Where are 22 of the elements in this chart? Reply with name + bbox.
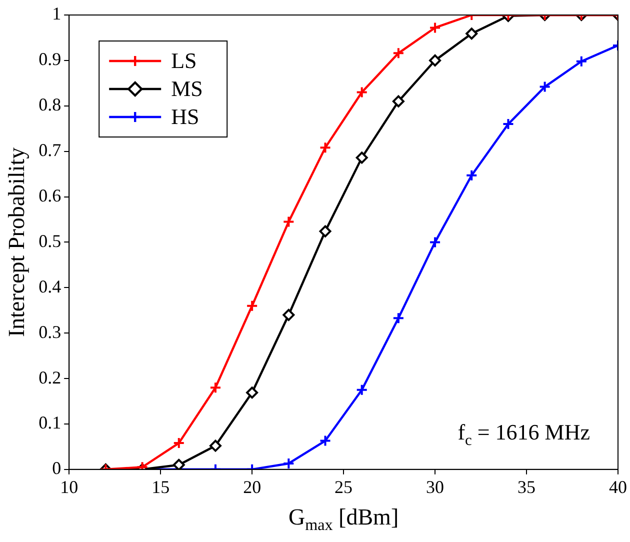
x-tick-label: 40 — [609, 476, 627, 497]
y-tick-label: 1 — [52, 4, 62, 24]
y-tick-label: 0.6 — [38, 185, 62, 206]
legend-label: MS — [171, 76, 203, 101]
y-tick-label: 0.9 — [38, 49, 62, 70]
y-tick-label: 0.2 — [38, 367, 62, 388]
y-tick-label: 0.5 — [38, 230, 62, 251]
x-tick-label: 25 — [334, 476, 353, 497]
x-tick-label: 10 — [60, 476, 78, 497]
y-tick-label: 0.1 — [38, 412, 62, 433]
y-tick-label: 0.4 — [38, 276, 62, 296]
y-tick-label: 0 — [52, 458, 62, 478]
x-tick-label: 30 — [426, 476, 444, 497]
y-tick-label: 0.7 — [38, 140, 62, 160]
x-tick-label: 20 — [243, 476, 262, 497]
y-axis-title: Intercept Probability — [4, 146, 29, 338]
legend-label: HS — [171, 104, 200, 129]
legend-label: LS — [171, 48, 197, 73]
y-tick-label: 0.3 — [38, 322, 62, 342]
x-tick-label: 15 — [152, 476, 170, 497]
y-tick-label: 0.8 — [38, 94, 62, 115]
x-tick-label: 35 — [518, 476, 536, 497]
